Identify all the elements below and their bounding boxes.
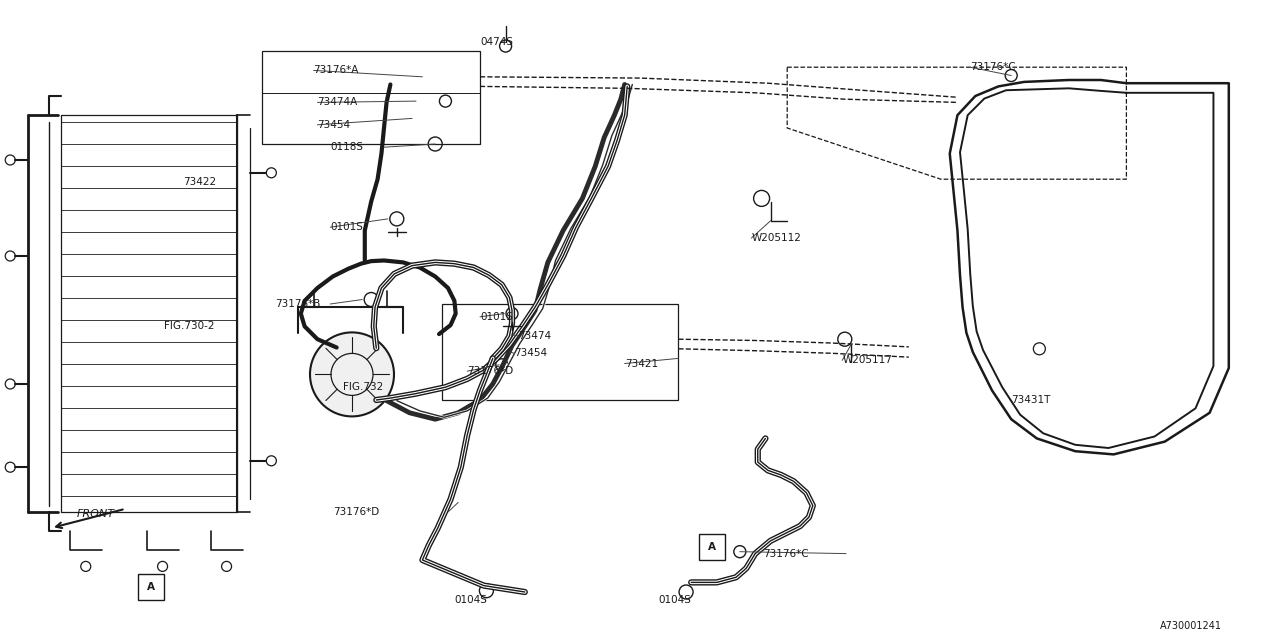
- Text: 0101S: 0101S: [480, 312, 513, 322]
- Text: A: A: [708, 542, 716, 552]
- Text: 73422: 73422: [183, 177, 216, 188]
- Text: A: A: [147, 582, 155, 592]
- Text: 73421: 73421: [625, 358, 658, 369]
- Text: 0118S: 0118S: [330, 142, 364, 152]
- Text: 73176*C: 73176*C: [970, 62, 1016, 72]
- Text: 0474S: 0474S: [480, 36, 513, 47]
- Text: 73176*A: 73176*A: [314, 65, 358, 76]
- Text: 73454: 73454: [317, 120, 351, 130]
- Circle shape: [310, 332, 394, 417]
- Text: 73474: 73474: [518, 331, 552, 341]
- Text: 0104S: 0104S: [658, 595, 691, 605]
- Text: 73176*B: 73176*B: [275, 299, 320, 309]
- Text: FIG.730-2: FIG.730-2: [164, 321, 214, 332]
- Text: 73176*D: 73176*D: [333, 507, 379, 517]
- Text: FIG.732: FIG.732: [343, 382, 383, 392]
- Text: W205117: W205117: [842, 355, 892, 365]
- Text: FRONT: FRONT: [77, 509, 115, 519]
- Text: 73176*D: 73176*D: [467, 366, 513, 376]
- Text: W205112: W205112: [751, 233, 801, 243]
- Text: 0101S: 0101S: [330, 222, 364, 232]
- Text: 0104S: 0104S: [454, 595, 488, 605]
- Text: 73176*C: 73176*C: [763, 548, 809, 559]
- Text: 73454: 73454: [515, 348, 548, 358]
- Text: 73431T: 73431T: [1011, 395, 1051, 405]
- Text: A730001241: A730001241: [1161, 621, 1222, 631]
- Text: 73474A: 73474A: [317, 97, 357, 108]
